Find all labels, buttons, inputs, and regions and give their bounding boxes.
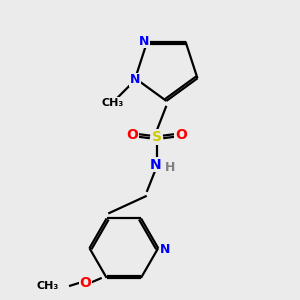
Text: H: H <box>165 161 175 175</box>
Text: O: O <box>175 128 187 142</box>
Text: O: O <box>80 276 91 290</box>
Text: N: N <box>139 34 150 48</box>
Text: O: O <box>126 128 138 142</box>
Text: CH₃: CH₃ <box>37 281 59 291</box>
Text: N: N <box>130 74 140 86</box>
Text: CH₃: CH₃ <box>101 98 124 108</box>
Text: N: N <box>160 243 171 256</box>
Text: S: S <box>152 130 161 144</box>
Text: N: N <box>150 158 161 172</box>
